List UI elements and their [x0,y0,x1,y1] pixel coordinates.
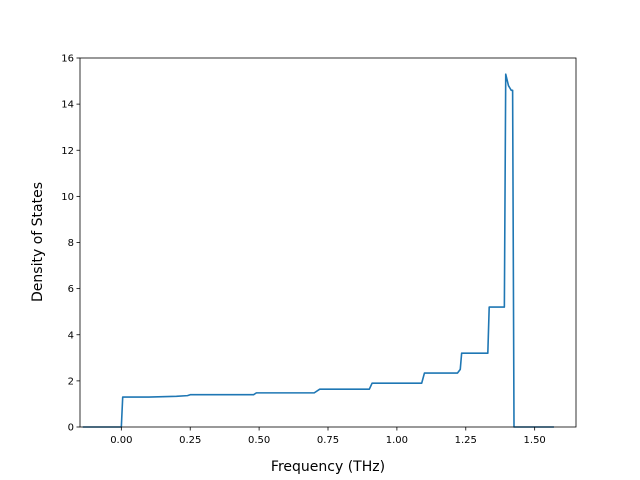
y-tick-label: 4 [68,330,74,341]
y-tick-label: 16 [61,54,74,65]
y-tick-label: 0 [68,423,74,434]
series-line-0 [82,73,554,428]
x-tick-label: 1.50 [524,435,546,446]
x-tick-label: 0.75 [317,435,339,446]
y-axis-ticks: 0 2 4 6 8 10 12 14 16 [61,54,80,434]
plot-background [80,58,576,427]
y-tick-label: 14 [61,100,74,111]
y-axis-label: Density of States [30,182,46,302]
x-tick-label: 1.00 [386,435,408,446]
x-tick-label: 0.00 [110,435,132,446]
plot-frame [79,57,577,428]
series-layer [82,73,554,428]
y-tick-label: 6 [68,284,74,295]
x-axis-label: Frequency (THz) [271,459,385,475]
x-axis-ticks: 0.00 0.25 0.50 0.75 1.00 1.25 1.50 [110,427,546,446]
x-tick-label: 0.50 [248,435,270,446]
x-tick-label: 1.25 [455,435,477,446]
x-tick-label: 0.25 [179,435,201,446]
y-tick-label: 12 [61,146,74,157]
y-tick-label: 10 [61,192,74,203]
y-tick-label: 2 [68,376,74,387]
y-tick-label: 8 [68,238,74,249]
